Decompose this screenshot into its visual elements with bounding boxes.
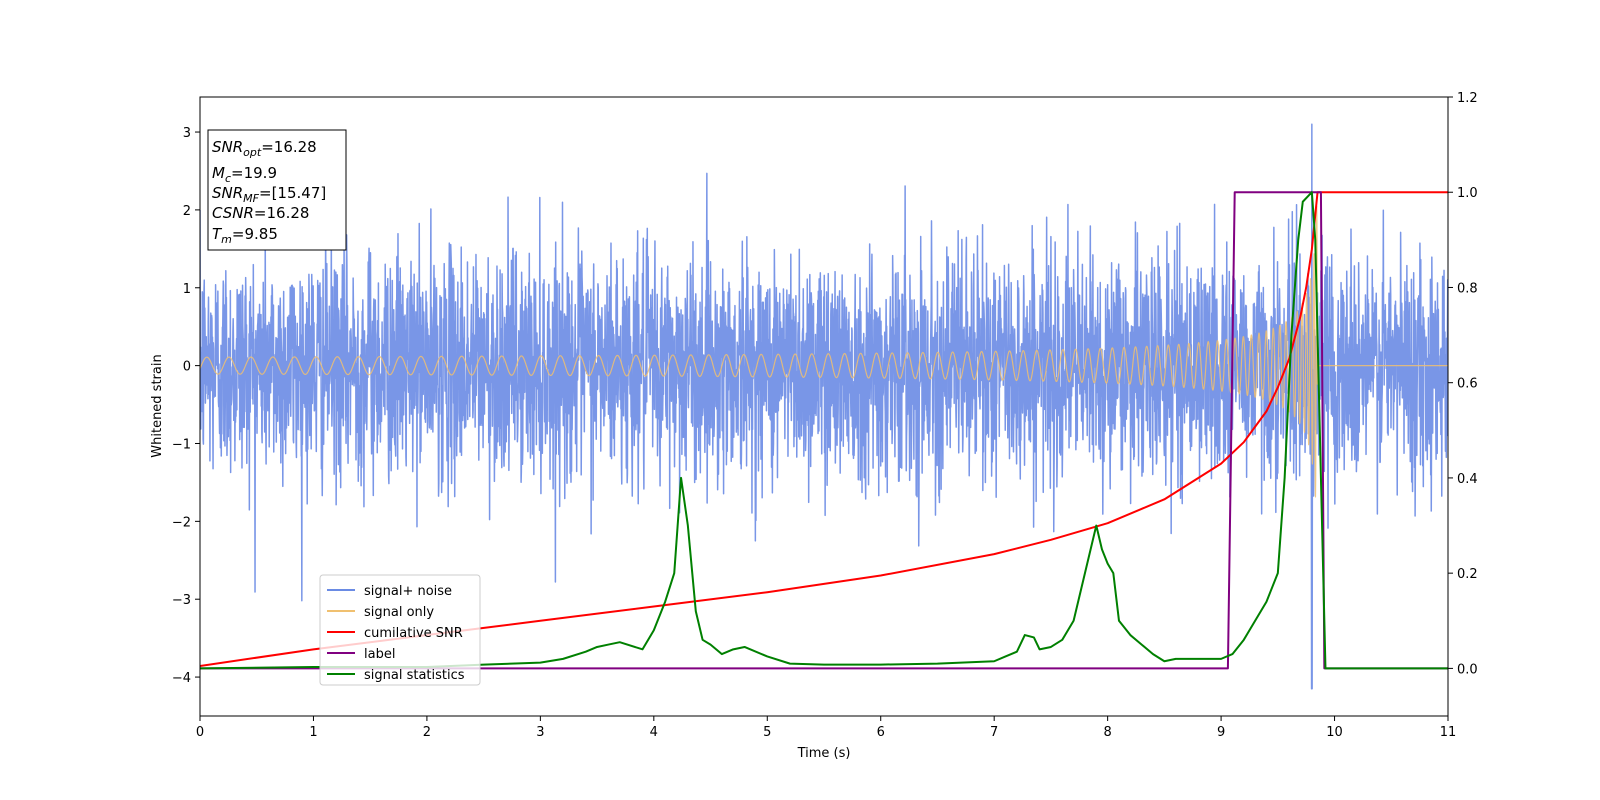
y-left-tick-label: −1 xyxy=(172,437,191,452)
y-left-tick-label: 0 xyxy=(183,360,191,375)
y-left-tick-label: −3 xyxy=(172,593,191,608)
x-tick-label: 10 xyxy=(1326,725,1343,740)
x-tick-label: 7 xyxy=(990,725,998,740)
info-snr-mf: SNRMF=[15.47] xyxy=(212,184,326,205)
x-tick-label: 0 xyxy=(196,725,204,740)
legend: signal+ noise signal only cumilative SNR la… xyxy=(319,574,481,686)
legend-label: signal statistics xyxy=(364,668,465,683)
y-left-tick-label: 2 xyxy=(183,204,191,219)
x-tick-label: 11 xyxy=(1440,725,1457,740)
x-tick-label: 8 xyxy=(1103,725,1111,740)
y-axis-label: Whitened strain xyxy=(150,354,165,457)
series-line-4 xyxy=(200,191,1448,670)
y-left-tick-label: −4 xyxy=(172,671,191,686)
series-layer xyxy=(200,123,1448,690)
y-right-tick-label: 1.0 xyxy=(1457,186,1478,201)
x-tick-label: 5 xyxy=(763,725,771,740)
x-tick-label: 4 xyxy=(650,725,658,740)
legend-label: signal only xyxy=(364,605,434,620)
y-right-tick-label: 0.4 xyxy=(1457,472,1478,487)
legend-label: cumilative SNR xyxy=(364,626,463,641)
y-right-tick-label: 0.6 xyxy=(1457,377,1478,392)
info-csnr: CSNR=16.28 xyxy=(212,204,309,222)
x-tick-label: 2 xyxy=(423,725,431,740)
axes-layer: 0 1 2 3 4 5 6 7 8 9 10 11 −4 −3 −2 −1 0 1 2 3 0.0 0.2 0.4 0.6 0.… xyxy=(172,91,1478,740)
y-right-tick-label: 0.0 xyxy=(1457,662,1478,677)
legend-frame xyxy=(319,574,481,686)
y-left-tick-label: 1 xyxy=(183,282,191,297)
info-mc: Mc=19.9 xyxy=(212,164,277,185)
info-snr-opt: SNRopt=16.28 xyxy=(212,138,317,159)
info-box-frame xyxy=(207,129,347,251)
info-box: SNRopt=16.28 Mc=19.9 SNRMF=[15.47] CSNR=… xyxy=(207,129,347,251)
x-tick-label: 6 xyxy=(877,725,885,740)
y-right-tick-label: 0.2 xyxy=(1457,567,1478,582)
y-right-tick-label: 0.8 xyxy=(1457,281,1478,296)
plot-frame xyxy=(199,96,1449,717)
series-line-2 xyxy=(200,191,1448,667)
info-tm: Tm=9.85 xyxy=(212,225,278,246)
legend-label: signal+ noise xyxy=(364,584,452,599)
y-left-tick-label: −2 xyxy=(172,515,191,530)
y-right-tick-label: 1.2 xyxy=(1457,91,1478,106)
series-line-1 xyxy=(200,205,1448,498)
x-tick-label: 9 xyxy=(1217,725,1225,740)
x-tick-label: 1 xyxy=(309,725,317,740)
y-left-tick-label: 3 xyxy=(183,126,191,141)
legend-label: label xyxy=(364,647,395,662)
x-axis-label: Time (s) xyxy=(797,746,851,761)
x-tick-label: 3 xyxy=(536,725,544,740)
